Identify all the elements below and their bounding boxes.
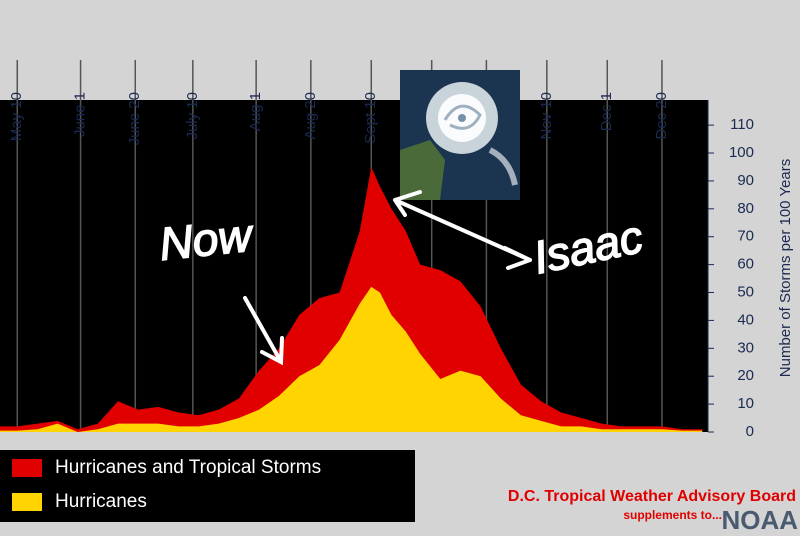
y-tick-label: 110 xyxy=(730,116,754,133)
y-tick-label: 70 xyxy=(737,228,754,245)
x-tick-label: June 20 xyxy=(126,92,143,145)
arrow xyxy=(243,296,284,366)
y-tick-label: 90 xyxy=(737,172,754,189)
y-tick-label: 100 xyxy=(729,144,754,161)
arrow xyxy=(393,190,532,270)
legend-label: Hurricanes xyxy=(55,491,147,512)
y-tick-label: 80 xyxy=(737,200,754,217)
legend-label: Hurricanes and Tropical Storms xyxy=(55,457,321,478)
x-tick-label: Nov 10 xyxy=(538,92,555,140)
x-tick-label: July 10 xyxy=(184,92,201,140)
x-tick-label: Dec 1 xyxy=(598,92,615,131)
x-tick-label: Aug 20 xyxy=(302,92,319,140)
x-tick-label: May 10 xyxy=(8,92,25,141)
footer-title: D.C. Tropical Weather Advisory Board xyxy=(508,488,796,505)
annotation: Now xyxy=(157,208,257,270)
areas xyxy=(0,166,703,432)
legend-box xyxy=(0,450,415,522)
footer-subtitle: supplements to... xyxy=(623,508,722,522)
y-axis-label: Number of Storms per 100 Years xyxy=(777,159,794,377)
satellite-image xyxy=(400,70,520,200)
area xyxy=(0,166,703,432)
area xyxy=(0,286,703,432)
legend: Hurricanes and Tropical Storms Hurricanes xyxy=(0,450,415,522)
y-tick-label: 20 xyxy=(737,367,754,384)
annotations xyxy=(243,190,532,366)
legend-swatch xyxy=(12,493,42,511)
y-axis: 0 10 20 30 40 50 60 70 80 90 100 110 xyxy=(707,100,754,440)
x-tick-label: June 1 xyxy=(72,92,89,137)
legend-swatch xyxy=(12,459,42,477)
y-tick-label: 0 xyxy=(746,423,754,440)
y-tick-label: 50 xyxy=(737,283,754,300)
x-tick-label: Aug 1 xyxy=(247,92,264,131)
y-tick-label: 10 xyxy=(737,395,754,412)
logo: NOAA xyxy=(721,505,798,535)
y-tick-label: 60 xyxy=(737,256,754,273)
y-tick-label: 30 xyxy=(737,339,754,356)
y-tick-label: 40 xyxy=(737,311,754,328)
x-tick-label: Dec 20 xyxy=(653,92,670,140)
x-tick-label: Sept 10 xyxy=(362,92,379,144)
